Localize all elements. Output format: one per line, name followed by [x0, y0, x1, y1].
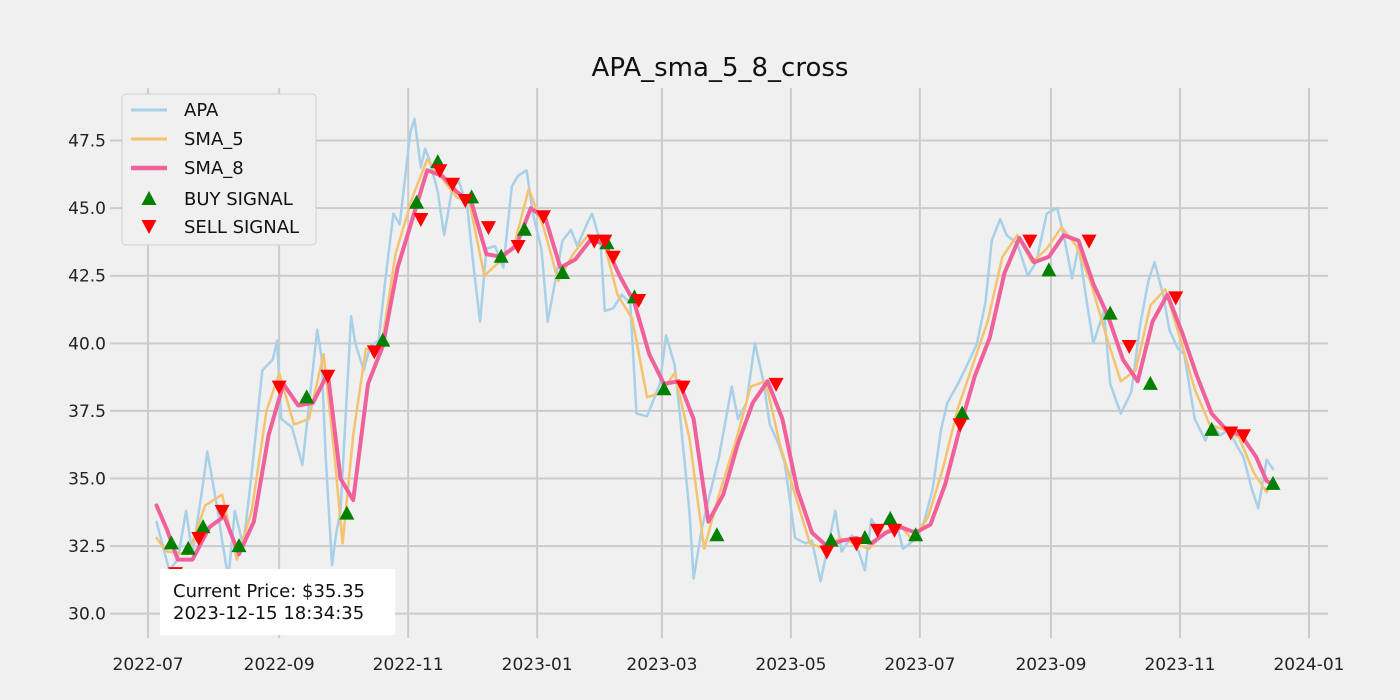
sell-signal-marker — [1121, 340, 1137, 355]
buy-signal-marker — [375, 332, 391, 347]
buy-signal-marker — [908, 527, 924, 542]
x-tick-label: 2023-11 — [1144, 655, 1215, 675]
sell-signal-marker — [819, 545, 835, 560]
y-axis-ticks: 30.0 32.5 35.0 37.5 40.0 42.5 45.0 47.5 — [68, 132, 106, 625]
buy-signal-marker — [195, 519, 211, 534]
current-price-box: Current Price: $35.35 2023-12-15 18:34:3… — [160, 569, 395, 635]
buy-signal-marker — [555, 265, 571, 280]
sell-signal-marker — [457, 194, 473, 209]
sell-signal-marker — [952, 418, 968, 433]
legend-box — [121, 93, 317, 246]
sell-signal-marker — [1235, 429, 1251, 444]
sell-signal-marker — [586, 234, 602, 249]
y-tick-label: 30.0 — [68, 605, 106, 625]
legend-buy-label: BUY SIGNAL — [184, 189, 293, 210]
sma8-line — [154, 168, 1275, 562]
sell-signal-marker — [848, 537, 864, 552]
x-tick-label: 2023-03 — [626, 655, 697, 675]
buy-signal-marker — [1102, 305, 1118, 320]
sell-signal-marker — [1168, 291, 1184, 306]
y-tick-label: 47.5 — [68, 132, 106, 152]
buy-signal-marker — [1142, 375, 1158, 390]
sell-signal-marker — [445, 177, 461, 192]
sell-signal-marker — [675, 380, 691, 395]
sell-signal-marker — [432, 164, 448, 179]
sma5-line — [155, 158, 1275, 561]
signal-markers — [163, 154, 1281, 582]
sell-signal-marker — [366, 345, 382, 360]
x-axis-ticks: 2022-07 2022-09 2022-11 2023-01 2023-03 2023-… — [113, 655, 1345, 675]
sell-signal-marker — [1223, 426, 1239, 441]
sell-signal-marker — [214, 504, 230, 519]
sell-signal-marker — [631, 294, 647, 309]
sell-signal-marker — [1081, 234, 1097, 249]
x-tick-label: 2023-01 — [502, 655, 573, 675]
buy-signal-marker — [180, 540, 196, 555]
buy-signal-marker — [299, 389, 315, 404]
chart-title: APA_sma_5_8_cross — [592, 53, 849, 83]
sell-signal-marker — [510, 239, 526, 254]
legend-sell-label: SELL SIGNAL — [184, 217, 299, 238]
buy-signal-marker — [1204, 421, 1220, 436]
x-tick-label: 2023-07 — [884, 655, 955, 675]
y-tick-label: 42.5 — [68, 267, 106, 287]
sell-signal-marker — [870, 523, 886, 538]
grid-lines — [110, 88, 1328, 638]
sell-signal-marker — [1022, 234, 1038, 249]
sell-signal-marker — [887, 523, 903, 538]
sell-signal-marker — [605, 250, 621, 265]
x-tick-label: 2022-11 — [373, 655, 444, 675]
y-tick-label: 37.5 — [68, 402, 106, 422]
sell-signal-marker — [413, 212, 429, 227]
timestamp-text: 2023-12-15 18:34:35 — [173, 603, 364, 624]
sell-signal-marker — [535, 210, 551, 225]
buy-signal-marker — [882, 511, 898, 526]
current-price-text: Current Price: $35.35 — [173, 581, 365, 602]
buy-signal-marker — [493, 248, 509, 263]
y-tick-label: 45.0 — [68, 199, 106, 219]
buy-signal-marker — [709, 527, 725, 542]
sell-signal-marker — [320, 369, 336, 384]
sell-signal-marker — [191, 531, 207, 546]
legend-sma5-label: SMA_5 — [184, 129, 244, 150]
y-tick-label: 32.5 — [68, 537, 106, 557]
info-box-background — [160, 569, 395, 635]
buy-signal-marker — [656, 381, 672, 396]
buy-signal-marker — [516, 221, 532, 236]
buy-signal-marker — [954, 405, 970, 420]
legend-apa-label: APA — [184, 100, 219, 121]
sell-signal-marker — [271, 380, 287, 395]
legend-buy-marker — [141, 191, 157, 205]
buy-signal-marker — [823, 532, 839, 547]
buy-signal-marker — [231, 538, 247, 553]
x-tick-label: 2023-05 — [755, 655, 826, 675]
buy-signal-marker — [1265, 475, 1281, 490]
sell-signal-marker — [597, 234, 613, 249]
legend: APA SMA_5 SMA_8 BUY SIGNAL SELL SIGNAL — [121, 93, 317, 246]
series-lines — [154, 117, 1275, 583]
sell-signal-marker — [768, 377, 784, 392]
sell-signal-marker — [481, 221, 497, 236]
x-tick-label: 2023-09 — [1015, 655, 1086, 675]
x-tick-label: 2022-09 — [244, 655, 315, 675]
y-tick-label: 40.0 — [68, 334, 106, 354]
y-tick-label: 35.0 — [68, 469, 106, 489]
legend-sma8-label: SMA_8 — [184, 158, 244, 179]
buy-signal-marker — [339, 505, 355, 520]
buy-signal-marker — [409, 194, 425, 209]
x-tick-label: 2022-07 — [113, 655, 184, 675]
legend-sell-marker — [141, 220, 157, 234]
buy-signal-marker — [163, 535, 179, 550]
x-tick-label: 2024-01 — [1273, 655, 1344, 675]
buy-signal-marker — [1041, 262, 1057, 277]
